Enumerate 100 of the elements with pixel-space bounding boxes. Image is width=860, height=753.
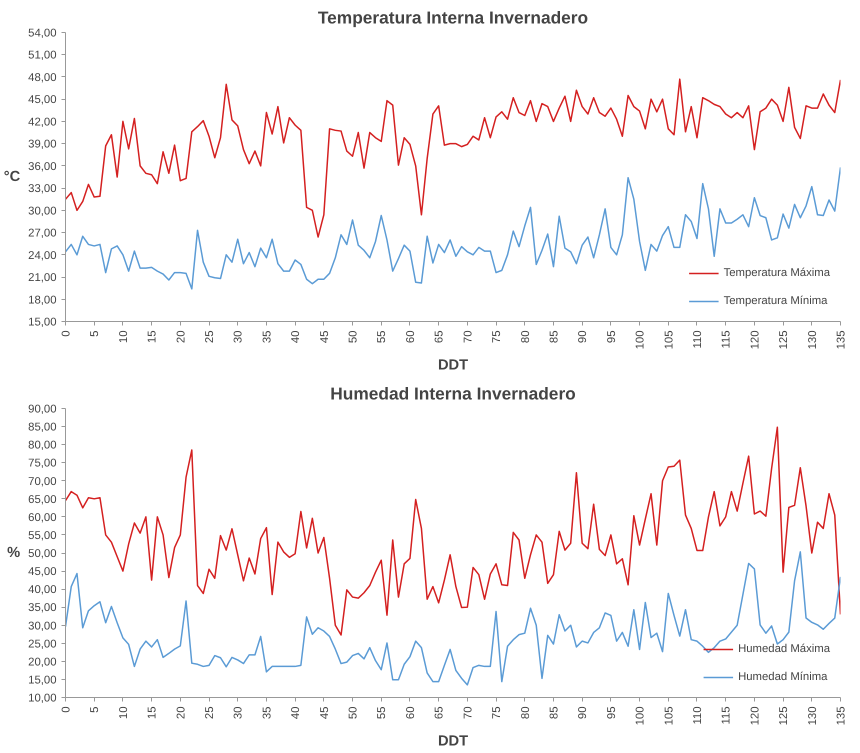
y-tick-label: 75,00	[28, 458, 57, 470]
x-tick-label: 120	[749, 330, 762, 350]
x-tick-label: 60	[404, 706, 417, 720]
x-tick-label: 75	[491, 706, 504, 720]
legend-label: Temperatura Máxima	[724, 267, 830, 279]
x-tick-label: 5	[89, 330, 102, 337]
y-tick-label: 36,00	[28, 160, 57, 173]
x-tick-label: 115	[720, 330, 733, 349]
y-tick-label: 65,00	[28, 494, 57, 506]
x-tick-label: 5	[89, 706, 102, 713]
y-tick-label: 51,00	[28, 50, 57, 62]
y-tick-label: 85,00	[28, 422, 57, 434]
x-tick-label: 65	[434, 330, 446, 344]
x-tick-label: 50	[348, 706, 360, 720]
x-tick-label: 15	[146, 706, 159, 720]
line-series	[66, 78, 840, 238]
y-tick-label: 10,00	[28, 692, 57, 704]
x-tick-label: 40	[290, 706, 302, 720]
x-tick-label: 25	[204, 330, 216, 344]
x-tick-label: 100	[634, 330, 647, 350]
x-tick-label: 120	[749, 706, 762, 726]
x-tick-label: 105	[663, 330, 676, 350]
x-tick-label: 30	[232, 706, 245, 720]
x-tick-label: 25	[204, 706, 216, 720]
x-tick-label: 60	[404, 330, 417, 344]
x-tick-label: 70	[462, 330, 474, 344]
x-tick-label: 90	[577, 706, 590, 720]
y-tick-label: 18,00	[28, 294, 57, 306]
x-tick-label: 55	[376, 706, 388, 720]
x-tick-label: 115	[720, 706, 733, 725]
y-tick-label: 55,00	[28, 530, 57, 542]
y-tick-label: 45,00	[28, 94, 57, 106]
y-tick-label: 54,00	[28, 28, 57, 40]
x-tick-label: 130	[806, 706, 819, 726]
y-tick-label: 27,00	[28, 228, 57, 240]
legend-label: Humedad Mínima	[738, 671, 828, 683]
y-tick-label: 60,00	[28, 512, 57, 524]
chart-title: Humedad Interna Invernadero	[330, 384, 576, 404]
line-series	[66, 551, 840, 686]
x-tick-label: 35	[261, 706, 274, 720]
chart-title: Temperatura Interna Invernadero	[318, 8, 588, 28]
x-tick-label: 15	[146, 330, 159, 344]
x-tick-label: 65	[434, 706, 446, 720]
x-tick-label: 110	[692, 330, 704, 349]
legend-label: Humedad Máxima	[738, 643, 830, 655]
x-tick-label: 35	[261, 330, 274, 344]
x-tick-label: 10	[118, 706, 130, 720]
y-tick-label: 35,00	[28, 602, 57, 614]
x-tick-label: 20	[175, 330, 188, 344]
y-tick-label: 90,00	[28, 404, 57, 416]
y-tick-label: 15,00	[28, 316, 57, 328]
y-tick-label: 30,00	[28, 620, 57, 632]
x-tick-label: 20	[175, 706, 188, 720]
y-tick-label: 15,00	[28, 674, 57, 686]
x-tick-label: 50	[348, 330, 360, 344]
x-tick-label: 75	[491, 330, 504, 344]
y-tick-label: 39,00	[28, 138, 57, 151]
x-tick-label: 55	[376, 330, 388, 344]
x-axis-title: DDT	[438, 733, 468, 750]
x-tick-label: 125	[778, 330, 790, 350]
x-tick-label: 80	[520, 706, 532, 720]
x-tick-label: 10	[118, 330, 130, 344]
y-axis-title: °C	[4, 169, 21, 185]
y-tick-label: 80,00	[28, 440, 57, 452]
x-tick-label: 0	[60, 330, 72, 337]
line-series	[66, 166, 840, 290]
x-tick-label: 130	[806, 330, 819, 350]
x-tick-label: 85	[548, 706, 560, 720]
x-tick-label: 45	[318, 330, 331, 344]
y-tick-label: 33,00	[28, 183, 57, 196]
x-axis-title: DDT	[438, 357, 468, 374]
x-tick-label: 105	[663, 706, 676, 726]
legend-label: Temperatura Mínima	[724, 295, 828, 307]
y-tick-label: 30,00	[28, 205, 57, 218]
y-tick-label: 42,00	[28, 116, 57, 128]
y-tick-label: 45,00	[28, 566, 57, 578]
x-tick-label: 110	[692, 706, 704, 725]
x-tick-label: 100	[634, 706, 647, 726]
x-tick-label: 45	[318, 706, 331, 720]
x-tick-label: 30	[232, 330, 245, 344]
y-tick-label: 48,00	[28, 72, 57, 84]
x-tick-label: 40	[290, 330, 302, 344]
x-tick-label: 95	[606, 706, 618, 720]
y-tick-label: 40,00	[28, 584, 57, 596]
y-tick-label: 70,00	[28, 476, 57, 488]
x-tick-label: 70	[462, 706, 474, 720]
y-axis-title: %	[7, 545, 20, 561]
y-tick-label: 21,00	[28, 272, 57, 284]
x-tick-label: 0	[60, 706, 72, 713]
x-tick-label: 135	[836, 706, 848, 726]
y-tick-label: 24,00	[28, 250, 57, 262]
line-series	[66, 426, 840, 636]
x-tick-label: 95	[606, 330, 618, 344]
x-tick-label: 90	[577, 330, 590, 344]
x-tick-label: 85	[548, 330, 560, 344]
y-tick-label: 20,00	[28, 656, 57, 668]
x-tick-label: 135	[836, 330, 848, 350]
x-tick-label: 80	[520, 330, 532, 344]
x-tick-label: 125	[778, 706, 790, 726]
y-tick-label: 25,00	[28, 638, 57, 650]
